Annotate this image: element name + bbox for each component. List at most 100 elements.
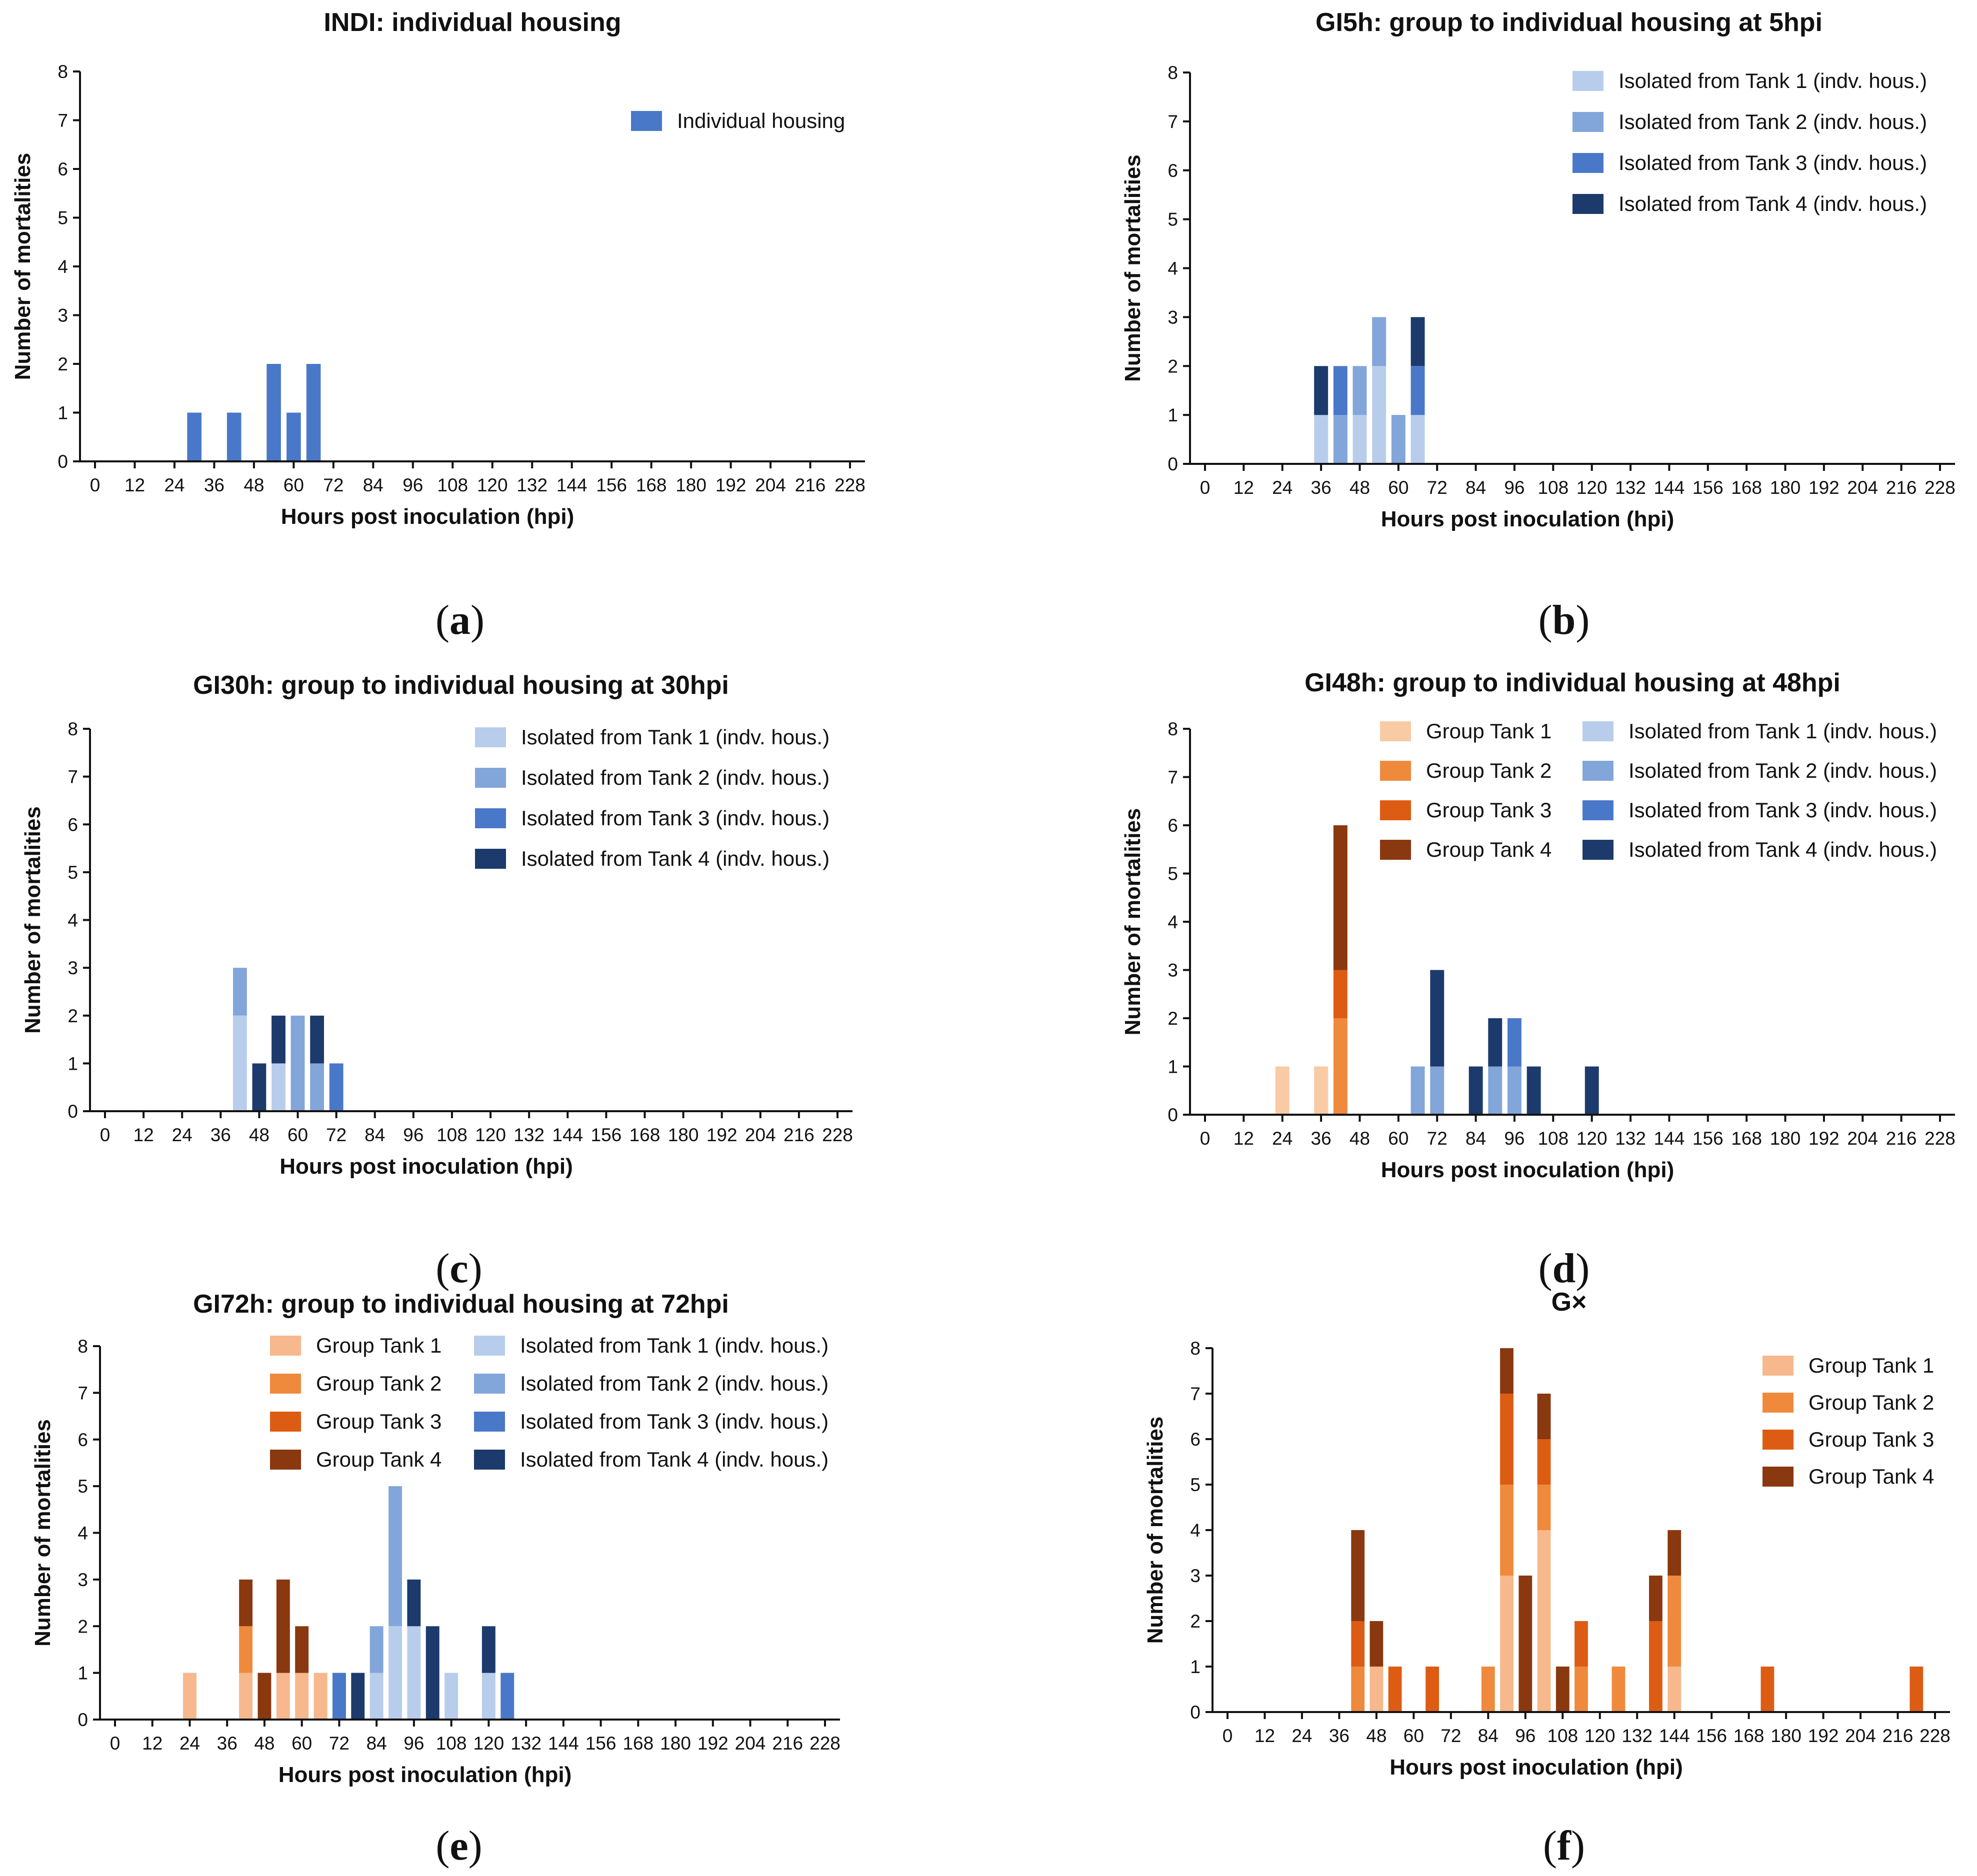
y-tick-label: 4 [1168, 912, 1178, 932]
x-tick-label: 228 [1920, 1726, 1950, 1746]
y-tick-label: 6 [78, 1430, 88, 1450]
x-tick-label: 156 [596, 475, 627, 495]
bar-f-s1-90h [1500, 1485, 1514, 1576]
x-tick-label: 120 [1576, 477, 1608, 498]
legend-label: Group Tank 4 [1808, 1465, 1934, 1488]
legend-label: Individual housing [677, 109, 845, 132]
x-tick-label: 144 [1654, 477, 1685, 498]
y-tick-label: 6 [1168, 160, 1178, 181]
x-tick-label: 204 [745, 1125, 776, 1145]
panel-b: GI5h: group to individual housing at 5hp… [1120, 8, 1956, 643]
legend-swatch [1762, 1356, 1794, 1376]
x-tick-label: 180 [676, 475, 706, 495]
x-tick-label: 0 [1200, 477, 1210, 498]
x-tick-label: 120 [474, 1733, 504, 1754]
x-tick-label: 36 [204, 475, 224, 495]
legend-swatch [1582, 761, 1614, 781]
bar-b-s0-36h [1314, 415, 1328, 464]
bar-a-s0-42h [226, 412, 242, 461]
x-tick-label: 192 [706, 1125, 738, 1145]
bar-d-s7-84h [1468, 1066, 1483, 1115]
legend-swatch [270, 1412, 301, 1432]
y-tick-label: 3 [1190, 1566, 1200, 1586]
bar-f-s2-222h [1910, 1667, 1924, 1712]
x-tick-label: 72 [1427, 1128, 1448, 1149]
x-tick-label: 96 [1515, 1726, 1536, 1746]
bar-b-s1-54h [1372, 317, 1386, 366]
legend-swatch [475, 768, 506, 788]
x-tick-label: 84 [1466, 1128, 1486, 1149]
x-axis-label: Hours post inoculation (hpi) [1381, 507, 1674, 531]
y-tick-label: 7 [78, 1383, 88, 1403]
x-tick-label: 48 [254, 1733, 274, 1754]
x-tick-label: 12 [124, 475, 145, 495]
panel-label: (d) [1538, 1245, 1590, 1292]
bar-b-s0-48h [1352, 415, 1367, 464]
y-tick-label: 7 [68, 767, 78, 787]
bar-f-s0-48h [1370, 1667, 1384, 1712]
bar-d-s7-102h [1526, 1066, 1541, 1115]
bar-d-s7-120h [1584, 1066, 1599, 1115]
bar-e-s4-96h [407, 1626, 421, 1720]
bar-f-s1-102h [1537, 1485, 1551, 1530]
y-tick-label: 8 [58, 61, 68, 82]
chart-title: GI48h: group to individual housing at 48… [1304, 668, 1840, 697]
x-tick-label: 168 [630, 1125, 660, 1145]
bar-c-s1-42h [233, 968, 247, 1016]
legend-label: Group Tank 1 [1808, 1354, 1934, 1377]
bar-f-s1-42h [1351, 1667, 1365, 1712]
legend-swatch [1762, 1430, 1794, 1450]
x-tick-label: 108 [1538, 477, 1568, 498]
x-tick-label: 228 [1924, 1128, 1956, 1149]
y-tick-label: 1 [1168, 1057, 1178, 1077]
y-tick-label: 7 [1168, 111, 1178, 132]
x-tick-label: 12 [134, 1125, 154, 1145]
legend-label: Group Tank 3 [316, 1410, 442, 1433]
bar-c-s3-66h [310, 1015, 324, 1064]
bar-e-s7-96h [407, 1579, 421, 1627]
x-tick-label: 84 [1466, 477, 1486, 498]
y-tick-label: 6 [1190, 1429, 1200, 1450]
x-tick-label: 84 [363, 475, 384, 495]
panel-label: (a) [436, 597, 484, 643]
x-tick-label: 48 [1350, 477, 1370, 498]
bar-f-s1-84h [1481, 1667, 1495, 1712]
x-tick-label: 24 [180, 1733, 200, 1754]
x-tick-label: 216 [772, 1733, 803, 1754]
x-tick-label: 84 [366, 1733, 387, 1754]
chart-title: GI5h: group to individual housing at 5hp… [1316, 8, 1822, 37]
bar-f-s0-144h [1668, 1667, 1682, 1712]
bar-e-s0-54h [276, 1673, 290, 1720]
x-tick-label: 60 [284, 475, 304, 495]
x-tick-label: 192 [716, 475, 746, 495]
bar-f-s3-42h [1351, 1530, 1365, 1621]
x-tick-label: 228 [822, 1125, 853, 1145]
x-tick-label: 228 [810, 1733, 840, 1754]
panel-label: (c) [436, 1245, 482, 1292]
y-tick-label: 3 [1168, 960, 1178, 981]
bar-a-s0-30h [187, 412, 202, 461]
legend-swatch [1762, 1393, 1794, 1413]
y-tick-label: 6 [68, 814, 78, 835]
legend-swatch [475, 808, 506, 828]
x-tick-label: 180 [1770, 1726, 1802, 1746]
bar-a-s0-66h [306, 364, 321, 461]
x-tick-label: 132 [510, 1733, 542, 1754]
legend-swatch [475, 849, 506, 869]
bar-e-s3-48h [258, 1673, 272, 1720]
legend-swatch [1572, 71, 1604, 91]
y-tick-label: 3 [68, 958, 78, 978]
bar-d-s5-72h [1430, 1066, 1444, 1115]
legend-swatch [1380, 721, 1411, 741]
y-tick-label: 2 [1190, 1611, 1200, 1632]
y-tick-label: 1 [1190, 1657, 1200, 1677]
bar-d-s5-96h [1508, 1066, 1522, 1115]
bar-e-s5-84h [370, 1626, 384, 1673]
x-tick-label: 120 [1576, 1128, 1608, 1149]
y-tick-label: 2 [78, 1616, 88, 1637]
x-tick-label: 108 [436, 1125, 468, 1145]
panel-label: (e) [436, 1823, 482, 1869]
bar-c-s1-60h [290, 1015, 305, 1112]
bar-e-s6-126h [500, 1673, 514, 1720]
